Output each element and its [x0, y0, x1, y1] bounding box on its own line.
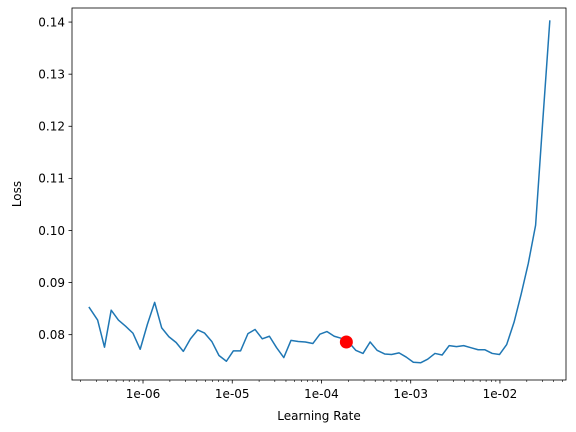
marker-layer: [339, 335, 353, 349]
x-tick-label: 1e-05: [215, 387, 250, 401]
y-tick-label: 0.14: [38, 15, 65, 29]
y-tick-label: 0.13: [38, 67, 65, 81]
x-tick-label: 1e-06: [126, 387, 161, 401]
axes-frame: [71, 7, 567, 381]
x-axis-ticks: 1e-06 1e-05 1e-04 1e-03 1e-02: [80, 380, 563, 401]
y-tick-label: 0.12: [38, 120, 65, 134]
x-tick-label: 1e-02: [483, 387, 518, 401]
loss-series-line: [88, 20, 551, 364]
y-tick-label: 0.09: [38, 276, 65, 290]
y-tick-label: 0.08: [38, 328, 65, 342]
y-tick-label: 0.10: [38, 224, 65, 238]
x-tick-label: 1e-03: [393, 387, 428, 401]
series-layer: [88, 20, 551, 364]
y-tick-label: 0.11: [38, 172, 65, 186]
x-tick-label: 1e-04: [304, 387, 339, 401]
suggested-lr-marker: [339, 335, 353, 349]
y-axis-ticks: 0.08 0.09 0.10 0.11 0.12 0.13 0.14: [38, 15, 72, 342]
x-axis-label: Learning Rate: [277, 409, 360, 423]
plot-area: [71, 7, 567, 381]
y-axis-label: Loss: [10, 181, 24, 207]
